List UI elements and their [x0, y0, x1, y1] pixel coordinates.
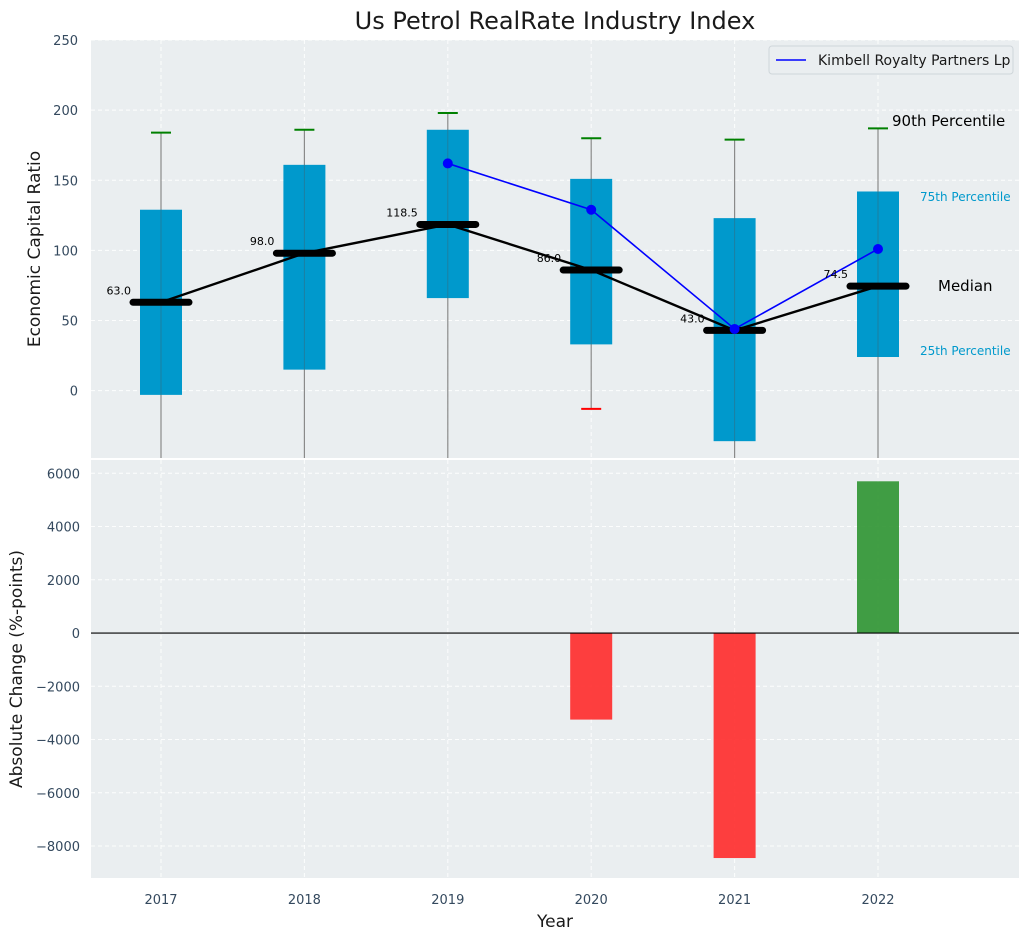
median-label-2021: 43.0 [680, 312, 705, 325]
x-tick-2018: 2018 [288, 893, 321, 908]
x-tick-2020: 2020 [575, 893, 608, 908]
bar-y-tick-6000: 6000 [47, 467, 80, 482]
median-label-2020: 86.0 [537, 252, 562, 265]
y-tick-0: 0 [70, 385, 78, 400]
y-tick-150: 150 [53, 174, 78, 189]
bar-y-tick--8000: −8000 [36, 840, 80, 855]
box-plot-grid [91, 39, 1019, 458]
change-bars [570, 481, 899, 859]
p90-annotation: 90th Percentile [892, 112, 1005, 130]
chart-title: Us Petrol RealRate Industry Index [355, 7, 756, 35]
bar-y-tick--6000: −6000 [36, 787, 80, 802]
company-point-2019 [442, 158, 453, 169]
median-label-2022: 74.5 [824, 268, 849, 281]
legend: Kimbell Royalty Partners Lp [768, 45, 1014, 75]
bar-y-tick--4000: −4000 [36, 734, 80, 749]
company-series [442, 158, 883, 334]
change-bar-y-ticks: −8000 −6000 −4000 −2000 0 2000 4000 6000 [36, 467, 80, 855]
y-tick-100: 100 [53, 244, 78, 259]
legend-label: Kimbell Royalty Partners Lp [818, 53, 1011, 69]
x-tick-2021: 2021 [718, 893, 751, 908]
x-axis-ticks: 2017 2018 2019 2020 2021 2022 [144, 893, 894, 908]
company-line [447, 162, 879, 330]
bar-y-tick--2000: −2000 [36, 680, 80, 695]
p75-annotation: 75th Percentile [920, 190, 1011, 204]
y-tick-50: 50 [61, 315, 78, 330]
company-point-2020 [586, 204, 597, 215]
bar-y-tick-0: 0 [72, 627, 80, 642]
p25-annotation: 25th Percentile [920, 344, 1011, 358]
y-tick-200: 200 [53, 104, 78, 119]
y-tick-250: 250 [53, 34, 78, 49]
median-line [129, 220, 910, 334]
company-point-2022 [873, 244, 883, 254]
change-bar-2020 [570, 633, 613, 720]
x-axis-label: Year [536, 912, 573, 932]
legend-box [768, 45, 1014, 75]
change-bar-2021 [713, 633, 756, 859]
median-annotation: Median [938, 277, 993, 295]
median-labels: 63.0 98.0 118.5 86.0 43.0 74.5 [107, 206, 849, 325]
top-y-axis-label: Economic Capital Ratio [25, 151, 45, 347]
median-label-2017: 63.0 [107, 284, 132, 297]
bar-y-tick-2000: 2000 [47, 574, 80, 589]
box-plot-y-ticks: 0 50 100 150 200 250 [53, 34, 78, 400]
x-tick-2022: 2022 [861, 893, 894, 908]
x-tick-2019: 2019 [431, 893, 464, 908]
company-point-2021 [729, 323, 740, 334]
bottom-y-axis-label: Absolute Change (%-points) [7, 550, 27, 788]
median-label-2018: 98.0 [250, 235, 275, 248]
x-tick-2017: 2017 [144, 893, 177, 908]
change-bar-2022 [857, 481, 899, 634]
median-trend-line [160, 223, 879, 332]
median-label-2019: 118.5 [386, 206, 418, 219]
bar-y-tick-4000: 4000 [47, 521, 80, 536]
